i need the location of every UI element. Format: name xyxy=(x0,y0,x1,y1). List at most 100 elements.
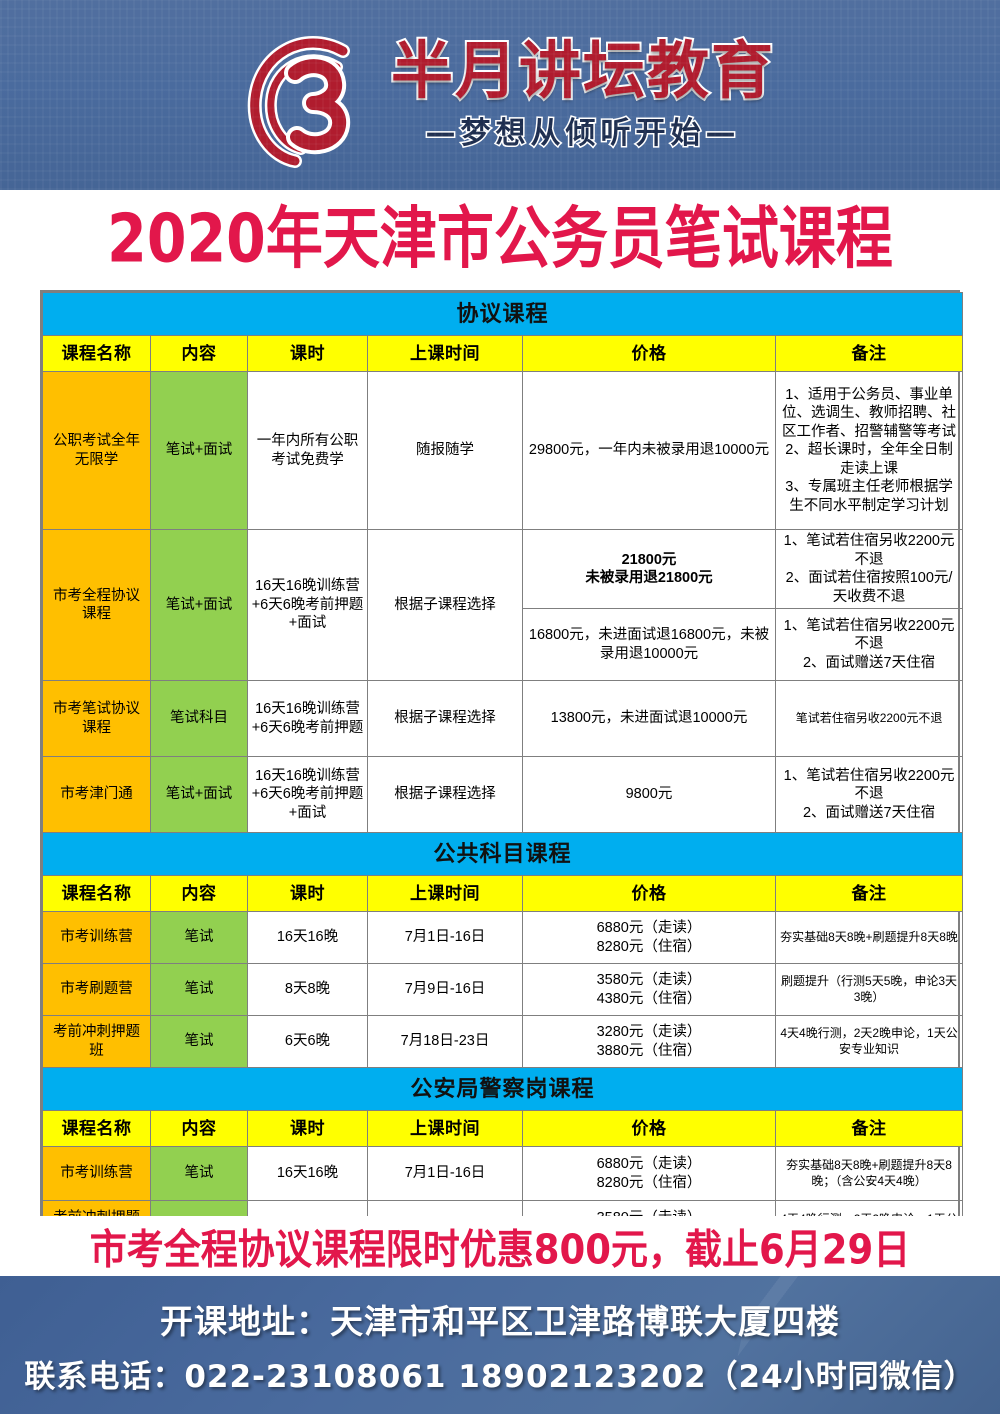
course-name: 市考笔试协议课程 xyxy=(42,680,151,758)
brand-name: 半月讲坛教育 xyxy=(389,34,775,108)
column-header-row-3: 课程名称 内容 课时 上课时间 价格 备注 xyxy=(42,1110,964,1148)
course-hours: 16天16晚训练营+6天6晚考前押题+面试 xyxy=(247,528,368,682)
course-price: 3580元（走读） 4380元（住宿） xyxy=(522,963,776,1017)
footer-contact: 开课地址：天津市和平区卫津路博联大厦四楼 联系电话：022-23108061 1… xyxy=(0,1276,1000,1414)
course-hours: 6天6晚 xyxy=(247,1015,368,1069)
section-title: 公共科目课程 xyxy=(41,832,964,877)
course-note: 笔试若住宿另收2200元不退 xyxy=(774,680,964,758)
course-note-primary: 1、笔试若住宿另收2200元不退 2、面试若住宿按照100元/天收费不退 xyxy=(774,528,964,610)
col-header-name: 课程名称 xyxy=(42,335,151,372)
column-header-row-2: 课程名称 内容 课时 上课时间 价格 备注 xyxy=(42,875,964,913)
col-header-price: 价格 xyxy=(522,875,776,913)
course-name: 考前冲刺押题班 xyxy=(42,1015,151,1069)
course-hours: 16天16晚 xyxy=(247,911,368,965)
course-note: 4天4晚行测，2天2晚申论，1天公安专业知识 xyxy=(774,1015,964,1069)
course-name: 市考刷题营 xyxy=(42,963,151,1017)
course-content: 笔试 xyxy=(150,1146,248,1202)
course-table: 协议课程 课程名称 内容 课时 上课时间 价格 备注 公职考试全年无限学 笔试+… xyxy=(41,292,964,1256)
course-time: 7月1日-16日 xyxy=(367,1146,523,1202)
course-time: 根据子课程选择 xyxy=(367,528,523,682)
promo-text: 市考全程协议课程限时优惠800元，截止6月29日 xyxy=(89,1226,911,1274)
promo-banner: 市考全程协议课程限时优惠800元，截止6月29日 xyxy=(0,1216,1000,1276)
price-line-2: 未被录用退21800元 xyxy=(585,570,713,587)
course-hours: 16天16晚 xyxy=(247,1146,368,1202)
col-header-name: 课程名称 xyxy=(42,1110,151,1148)
course-note: 1、笔试若住宿另收2200元不退 2、面试赠送7天住宿 xyxy=(774,756,964,834)
col-header-note: 备注 xyxy=(774,875,964,913)
column-header-row-1: 课程名称 内容 课时 上课时间 价格 备注 xyxy=(42,335,964,372)
col-header-time: 上课时间 xyxy=(367,335,523,372)
course-name: 市考全程协议课程 xyxy=(42,528,151,682)
col-header-content: 内容 xyxy=(150,1110,248,1148)
col-header-note: 备注 xyxy=(774,1110,964,1148)
section-title: 公安局警察岗课程 xyxy=(41,1067,964,1112)
col-header-content: 内容 xyxy=(150,875,248,913)
footer-address: 开课地址：天津市和平区卫津路博联大厦四楼 xyxy=(160,1301,840,1341)
course-note: 刷题提升（行测5天5晚，申论3天3晚） xyxy=(774,963,964,1017)
col-header-time: 上课时间 xyxy=(367,875,523,913)
course-price: 29800元，一年内未被录用退10000元 xyxy=(522,371,776,530)
course-note: 夯实基础8天8晚+刷题提升8天8晚；（含公安4天4晚） xyxy=(774,1146,964,1202)
course-content: 笔试+面试 xyxy=(150,371,248,530)
ear-swirl-logo-icon xyxy=(225,15,385,175)
price-line-1: 21800元 xyxy=(621,551,677,568)
course-name: 公职考试全年无限学 xyxy=(42,371,151,530)
course-time: 根据子课程选择 xyxy=(367,680,523,758)
course-content: 笔试 xyxy=(150,963,248,1017)
course-hours: 16天16晚训练营+6天6晚考前押题 xyxy=(247,680,368,758)
course-table-container: 协议课程 课程名称 内容 课时 上课时间 价格 备注 公职考试全年无限学 笔试+… xyxy=(40,290,964,1258)
table-row: 市考训练营 笔试 16天16晚 7月1日-16日 6880元（走读） 8280元（… xyxy=(42,1146,964,1202)
course-price: 13800元，未进面试退10000元 xyxy=(522,680,776,758)
table-row: 考前冲刺押题班 笔试 6天6晚 7月18日-23日 3280元（走读） 3880元… xyxy=(42,1015,964,1069)
col-header-price: 价格 xyxy=(522,335,776,372)
footer-phone: 联系电话：022-23108061 18902123202（24小时同微信） xyxy=(24,1358,976,1395)
table-row: 16800元，未进面试退16800元，未被录用退10000元 1、笔试若住宿另收… xyxy=(43,608,964,682)
col-header-note: 备注 xyxy=(774,335,964,372)
course-time: 7月18日-23日 xyxy=(367,1015,523,1069)
course-content: 笔试科目 xyxy=(150,680,248,758)
course-price: 3280元（走读） 3880元（住宿） xyxy=(522,1015,776,1069)
course-time: 随报随学 xyxy=(367,371,523,530)
section-title: 协议课程 xyxy=(41,292,964,336)
course-table-body: 协议课程 课程名称 内容 课时 上课时间 价格 备注 公职考试全年无限学 笔试+… xyxy=(41,292,964,1256)
page-title-text: 2020年天津市公务员笔试课程 xyxy=(107,199,893,278)
section-header-public-subjects: 公共科目课程 xyxy=(41,832,964,877)
page-title: 2020年天津市公务员笔试课程 xyxy=(0,190,1000,278)
course-name: 市考训练营 xyxy=(42,1146,151,1202)
table-row: 市考训练营 笔试 16天16晚 7月1日-16日 6880元（走读） 8280元（… xyxy=(42,911,964,965)
course-price: 6880元（走读） 8280元（住宿） xyxy=(522,911,776,965)
col-header-hours: 课时 xyxy=(247,335,368,372)
course-hours: 一年内所有公职考试免费学 xyxy=(247,371,368,530)
course-content: 笔试 xyxy=(150,1015,248,1069)
table-row: 公职考试全年无限学 笔试+面试 一年内所有公职考试免费学 随报随学 29800元… xyxy=(42,371,964,530)
course-time: 根据子课程选择 xyxy=(367,756,523,834)
col-header-hours: 课时 xyxy=(247,875,368,913)
course-price: 9800元 xyxy=(522,756,776,834)
table-row: 市考笔试协议课程 笔试科目 16天16晚训练营+6天6晚考前押题 根据子课程选择… xyxy=(42,680,964,758)
course-time: 7月1日-16日 xyxy=(367,911,523,965)
col-header-price: 价格 xyxy=(522,1110,776,1148)
course-name: 市考训练营 xyxy=(42,911,151,965)
course-price-primary: 21800元未被录用退21800元 xyxy=(522,528,776,610)
top-banner: 半月讲坛教育 —梦想从倾听开始— xyxy=(0,0,1000,190)
course-hours: 8天8晚 xyxy=(247,963,368,1017)
col-header-name: 课程名称 xyxy=(42,875,151,913)
course-time: 7月9日-16日 xyxy=(367,963,523,1017)
course-name: 市考津门通 xyxy=(42,756,151,834)
course-content: 笔试 xyxy=(150,911,248,965)
table-row: 市考津门通 笔试+面试 16天16晚训练营+6天6晚考前押题+面试 根据子课程选… xyxy=(42,756,964,834)
course-note: 夯实基础8天8晚+刷题提升8天8晚 xyxy=(774,911,964,965)
course-price: 6880元（走读） 8280元（住宿） xyxy=(522,1146,776,1202)
col-header-time: 上课时间 xyxy=(367,1110,523,1148)
course-content: 笔试+面试 xyxy=(150,756,248,834)
table-row: 市考刷题营 笔试 8天8晚 7月9日-16日 3580元（走读） 4380元（住宿… xyxy=(42,963,964,1017)
table-row: 市考全程协议课程 笔试+面试 16天16晚训练营+6天6晚考前押题+面试 根据子… xyxy=(42,528,964,682)
course-hours: 16天16晚训练营+6天6晚考前押题+面试 xyxy=(247,756,368,834)
course-note: 1、适用于公务员、事业单位、选调生、教师招聘、社区工作者、招警辅警等考试 2、超长… xyxy=(774,371,964,530)
course-price-secondary: 16800元，未进面试退16800元，未被录用退10000元 xyxy=(522,608,776,682)
course-content: 笔试+面试 xyxy=(150,528,248,682)
brand-slogan: —梦想从倾听开始— xyxy=(424,114,741,152)
section-header-agreement: 协议课程 xyxy=(41,292,964,336)
col-header-hours: 课时 xyxy=(247,1110,368,1148)
